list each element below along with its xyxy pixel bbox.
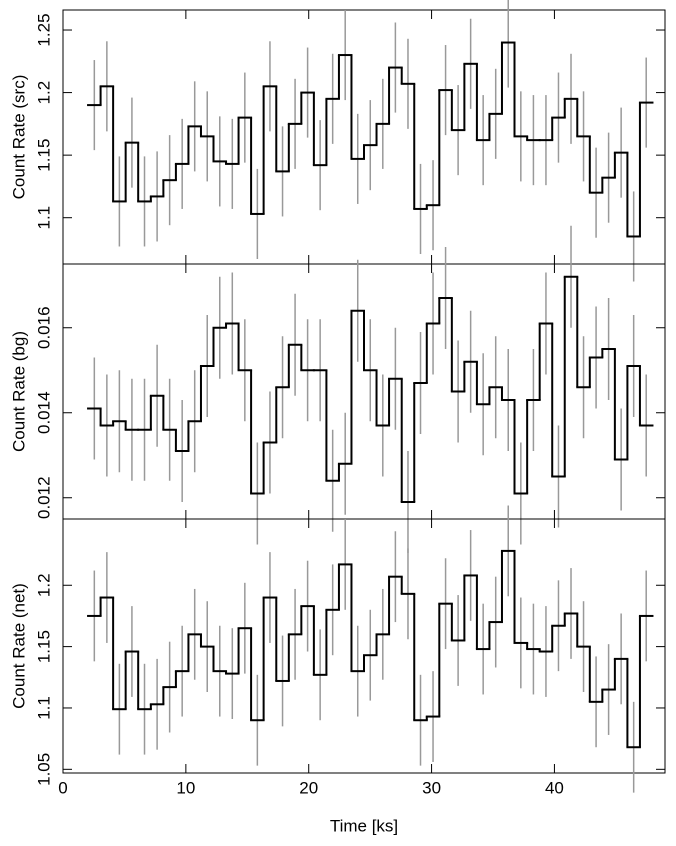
- y-tick-label: 0.014: [34, 391, 53, 434]
- step-connector: [99, 42, 641, 237]
- plot-frame: [62, 518, 666, 774]
- y-tick-label: 1.15: [34, 139, 53, 172]
- y-tick-label: 1.2: [34, 573, 53, 597]
- y-tick-label: 1.15: [34, 630, 53, 663]
- y-tick-label: 0.012: [34, 476, 53, 519]
- x-tick-label: 40: [545, 778, 564, 797]
- y-tick-label: 1.05: [34, 753, 53, 786]
- y-axis-title: Count Rate (net): [9, 583, 28, 709]
- y-tick-label: 1.1: [34, 206, 53, 230]
- x-tick-label: 30: [422, 778, 441, 797]
- x-tick-label: 10: [176, 778, 195, 797]
- y-axis-title: Count Rate (src): [9, 75, 28, 200]
- x-axis-title: Time [ks]: [330, 816, 398, 835]
- step-connector: [99, 550, 641, 748]
- y-axis-title: Count Rate (bg): [9, 331, 28, 452]
- y-tick-label: 1.2: [34, 81, 53, 105]
- step-connector: [99, 276, 641, 502]
- y-tick-label: 1.25: [34, 13, 53, 46]
- x-tick-label: 0: [58, 778, 67, 797]
- plot-frame: [62, 9, 666, 265]
- y-tick-label: 1.1: [34, 696, 53, 720]
- plot-frame: [62, 263, 666, 520]
- x-tick-label: 20: [299, 778, 318, 797]
- y-tick-label: 0.016: [34, 306, 53, 349]
